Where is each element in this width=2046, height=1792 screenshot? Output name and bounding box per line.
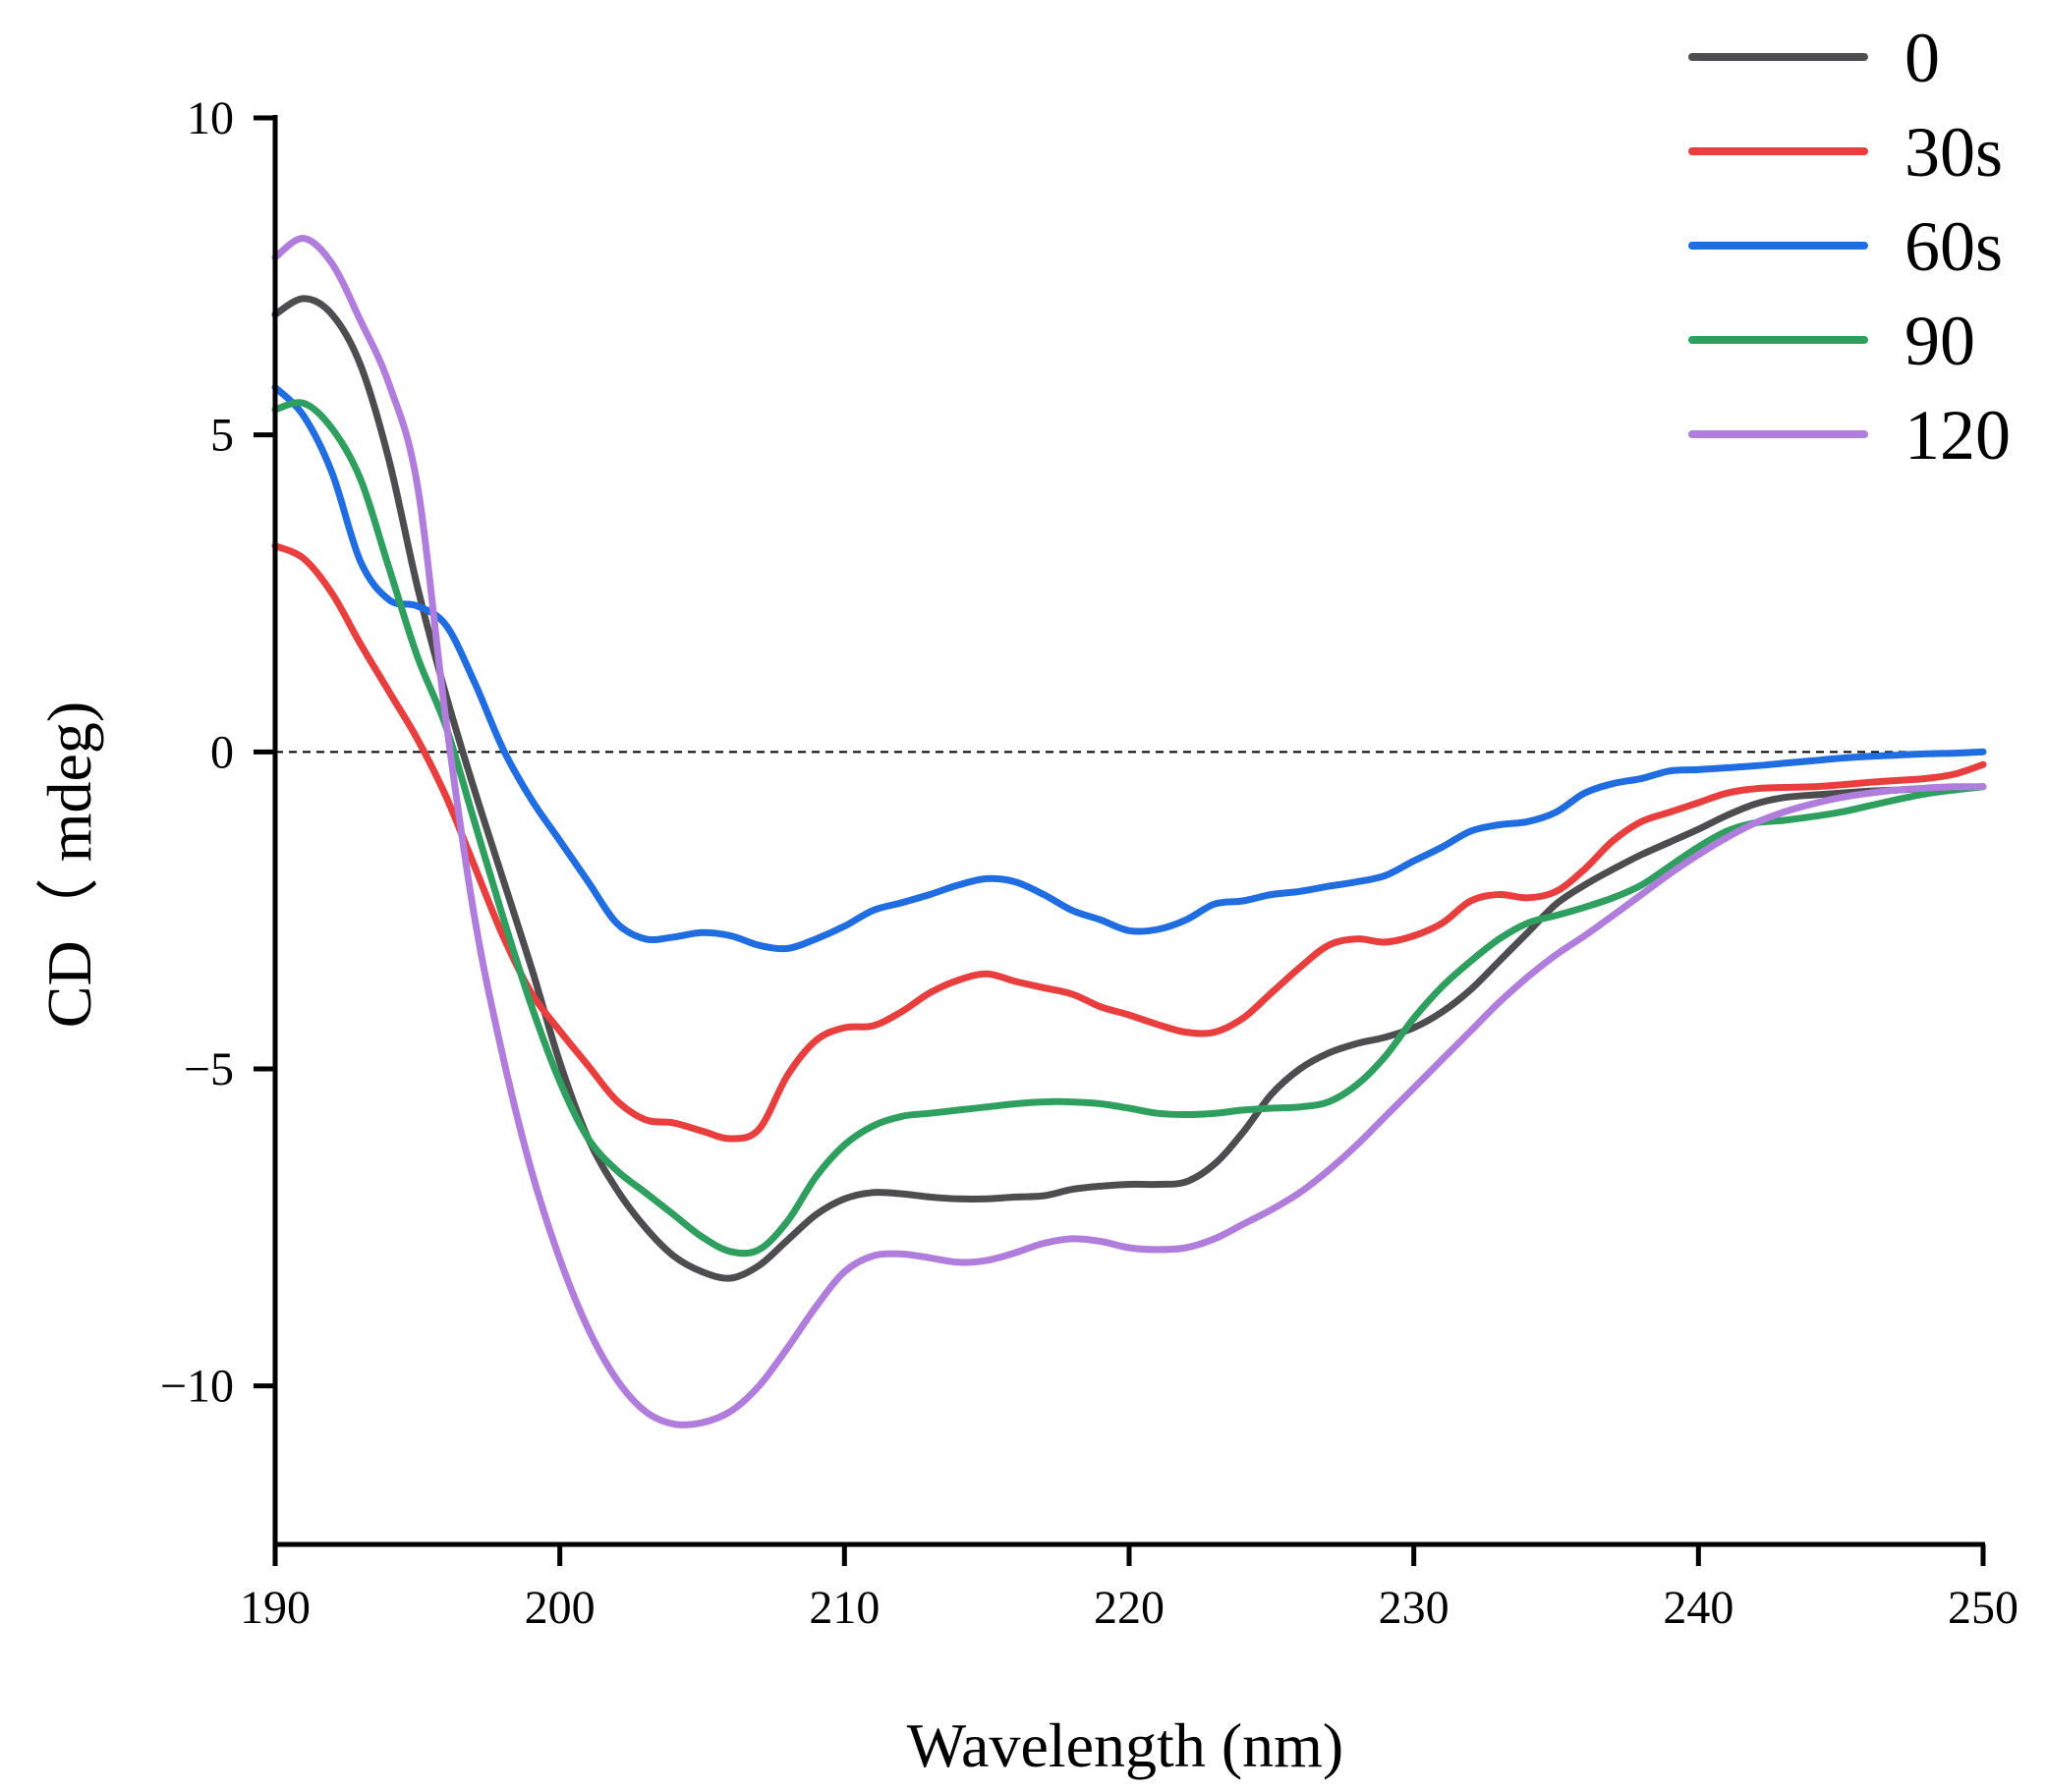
series-line-0 bbox=[271, 295, 1987, 1282]
series-line-120 bbox=[271, 235, 1987, 1428]
x-axis-title: Wavelength (nm) bbox=[907, 1710, 1343, 1780]
x-tick-label: 230 bbox=[1379, 1582, 1449, 1634]
x-tick-label: 200 bbox=[525, 1582, 596, 1634]
legend-label-60s: 60s bbox=[1904, 207, 2003, 286]
x-tick-label: 240 bbox=[1663, 1582, 1733, 1634]
tick-layer: 190 200 210 220 230 240 250 −10 −5 0 5 10 bbox=[160, 92, 2018, 1634]
x-tick-label: 220 bbox=[1094, 1582, 1165, 1634]
legend-label-90: 90 bbox=[1904, 302, 1975, 380]
series-line-60s bbox=[271, 383, 1987, 953]
x-tick-label: 210 bbox=[809, 1582, 880, 1634]
x-tick-label: 250 bbox=[1948, 1582, 2018, 1634]
y-tick-label: −5 bbox=[184, 1043, 234, 1095]
y-tick-label: 0 bbox=[210, 726, 234, 778]
legend-label-30s: 30s bbox=[1904, 113, 2003, 192]
series-line-30s bbox=[271, 542, 1987, 1143]
y-tick-label: 10 bbox=[187, 92, 234, 144]
series-line-90 bbox=[271, 399, 1987, 1258]
legend: 0 30s 60s 90 120 bbox=[1688, 19, 2011, 475]
y-tick-label: 5 bbox=[210, 410, 234, 462]
x-tick-label: 190 bbox=[240, 1582, 311, 1634]
series-layer bbox=[271, 235, 1987, 1428]
legend-label-0: 0 bbox=[1904, 19, 1940, 97]
y-axis-title: CD（ mdeg) bbox=[34, 701, 104, 1028]
y-tick-label: −10 bbox=[160, 1361, 234, 1413]
legend-label-120: 120 bbox=[1904, 396, 2011, 475]
